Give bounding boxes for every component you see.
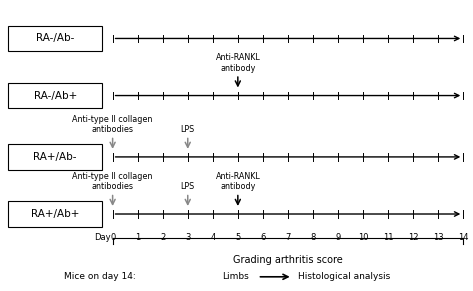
Text: 14: 14	[458, 233, 468, 242]
Text: 0: 0	[110, 233, 115, 242]
Text: Histological analysis: Histological analysis	[298, 272, 390, 281]
Text: Grading arthritis score: Grading arthritis score	[233, 255, 343, 265]
Text: Anti-type II collagen
antibodies: Anti-type II collagen antibodies	[72, 115, 153, 134]
Text: 8: 8	[310, 233, 315, 242]
Text: 9: 9	[335, 233, 341, 242]
Text: RA-/Ab-: RA-/Ab-	[36, 33, 74, 43]
Text: Anti-RANKL
antibody: Anti-RANKL antibody	[216, 53, 260, 73]
Text: 3: 3	[185, 233, 191, 242]
Text: 10: 10	[358, 233, 368, 242]
Text: RA+/Ab+: RA+/Ab+	[31, 209, 79, 219]
Text: 6: 6	[260, 233, 265, 242]
Text: 1: 1	[135, 233, 140, 242]
Text: 7: 7	[285, 233, 290, 242]
Text: 11: 11	[383, 233, 394, 242]
Text: RA-/Ab+: RA-/Ab+	[34, 91, 77, 101]
FancyBboxPatch shape	[9, 144, 102, 170]
Text: 5: 5	[235, 233, 240, 242]
Text: 12: 12	[408, 233, 419, 242]
Text: 4: 4	[210, 233, 215, 242]
FancyBboxPatch shape	[9, 26, 102, 51]
FancyBboxPatch shape	[9, 83, 102, 108]
FancyBboxPatch shape	[9, 201, 102, 227]
Text: LPS: LPS	[181, 182, 195, 191]
Text: 13: 13	[433, 233, 444, 242]
Text: 2: 2	[160, 233, 166, 242]
Text: Limbs: Limbs	[222, 272, 249, 281]
Text: LPS: LPS	[181, 125, 195, 134]
Text: Mice on day 14:: Mice on day 14:	[63, 272, 135, 281]
Text: Day: Day	[94, 233, 110, 242]
Text: Anti-RANKL
antibody: Anti-RANKL antibody	[216, 172, 260, 191]
Text: Anti-type II collagen
antibodies: Anti-type II collagen antibodies	[72, 172, 153, 191]
Text: RA+/Ab-: RA+/Ab-	[34, 152, 77, 162]
